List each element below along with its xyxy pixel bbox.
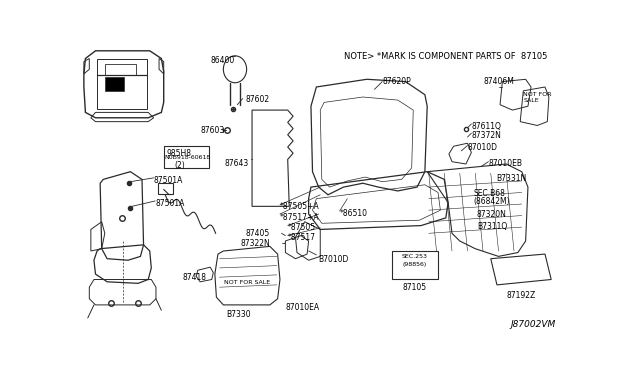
Text: B7331N: B7331N — [496, 174, 527, 183]
Text: B7330: B7330 — [226, 310, 250, 318]
Text: (98856): (98856) — [403, 262, 427, 267]
Text: 87611Q: 87611Q — [472, 122, 501, 131]
Text: 87192Z: 87192Z — [506, 291, 536, 300]
Text: *86510: *86510 — [340, 209, 367, 218]
Text: *87517+A: *87517+A — [280, 212, 319, 221]
Text: B7311Q: B7311Q — [477, 222, 507, 231]
Text: 87602: 87602 — [245, 95, 269, 104]
Bar — [97, 58, 147, 109]
Text: NOT FOR SALE: NOT FOR SALE — [224, 280, 270, 285]
Text: 87418: 87418 — [182, 273, 206, 282]
Text: 87620P: 87620P — [382, 77, 411, 86]
Text: *87505+A: *87505+A — [280, 202, 320, 212]
Text: 87406M: 87406M — [483, 77, 514, 86]
Text: (86842M): (86842M) — [474, 197, 510, 206]
Text: 87010D: 87010D — [467, 143, 497, 152]
Text: 87320N: 87320N — [477, 210, 507, 219]
Text: J87002VM: J87002VM — [510, 320, 556, 329]
Text: 87105: 87105 — [403, 283, 427, 292]
Text: NOT FOR
SALE: NOT FOR SALE — [524, 92, 552, 103]
Text: 87322N: 87322N — [240, 239, 270, 248]
Text: 87372N: 87372N — [472, 131, 501, 140]
Text: 87603: 87603 — [200, 126, 225, 135]
Text: 87010EB: 87010EB — [488, 158, 522, 168]
Text: N0B918-60618: N0B918-60618 — [164, 155, 211, 160]
Text: *87517: *87517 — [288, 233, 316, 242]
Text: SEC.253: SEC.253 — [402, 254, 428, 259]
Text: *87505: *87505 — [288, 223, 316, 232]
Text: 87405: 87405 — [246, 230, 270, 238]
Text: 87501A: 87501A — [155, 199, 184, 208]
Bar — [392, 251, 438, 279]
Bar — [105, 77, 124, 91]
Text: 87010EA: 87010EA — [285, 302, 319, 312]
Text: NOTE> *MARK IS COMPONENT PARTS OF  87105: NOTE> *MARK IS COMPONENT PARTS OF 87105 — [344, 52, 547, 61]
Text: B7010D: B7010D — [319, 255, 349, 264]
Text: (2): (2) — [175, 161, 186, 170]
Bar — [105, 64, 136, 75]
Text: 87501A: 87501A — [154, 176, 183, 185]
Text: 985H8: 985H8 — [167, 148, 192, 158]
Text: 87643: 87643 — [225, 158, 249, 168]
Bar — [164, 146, 209, 168]
Bar — [157, 183, 173, 194]
Text: SEC.B68: SEC.B68 — [474, 189, 506, 198]
Text: 86400: 86400 — [210, 56, 234, 65]
